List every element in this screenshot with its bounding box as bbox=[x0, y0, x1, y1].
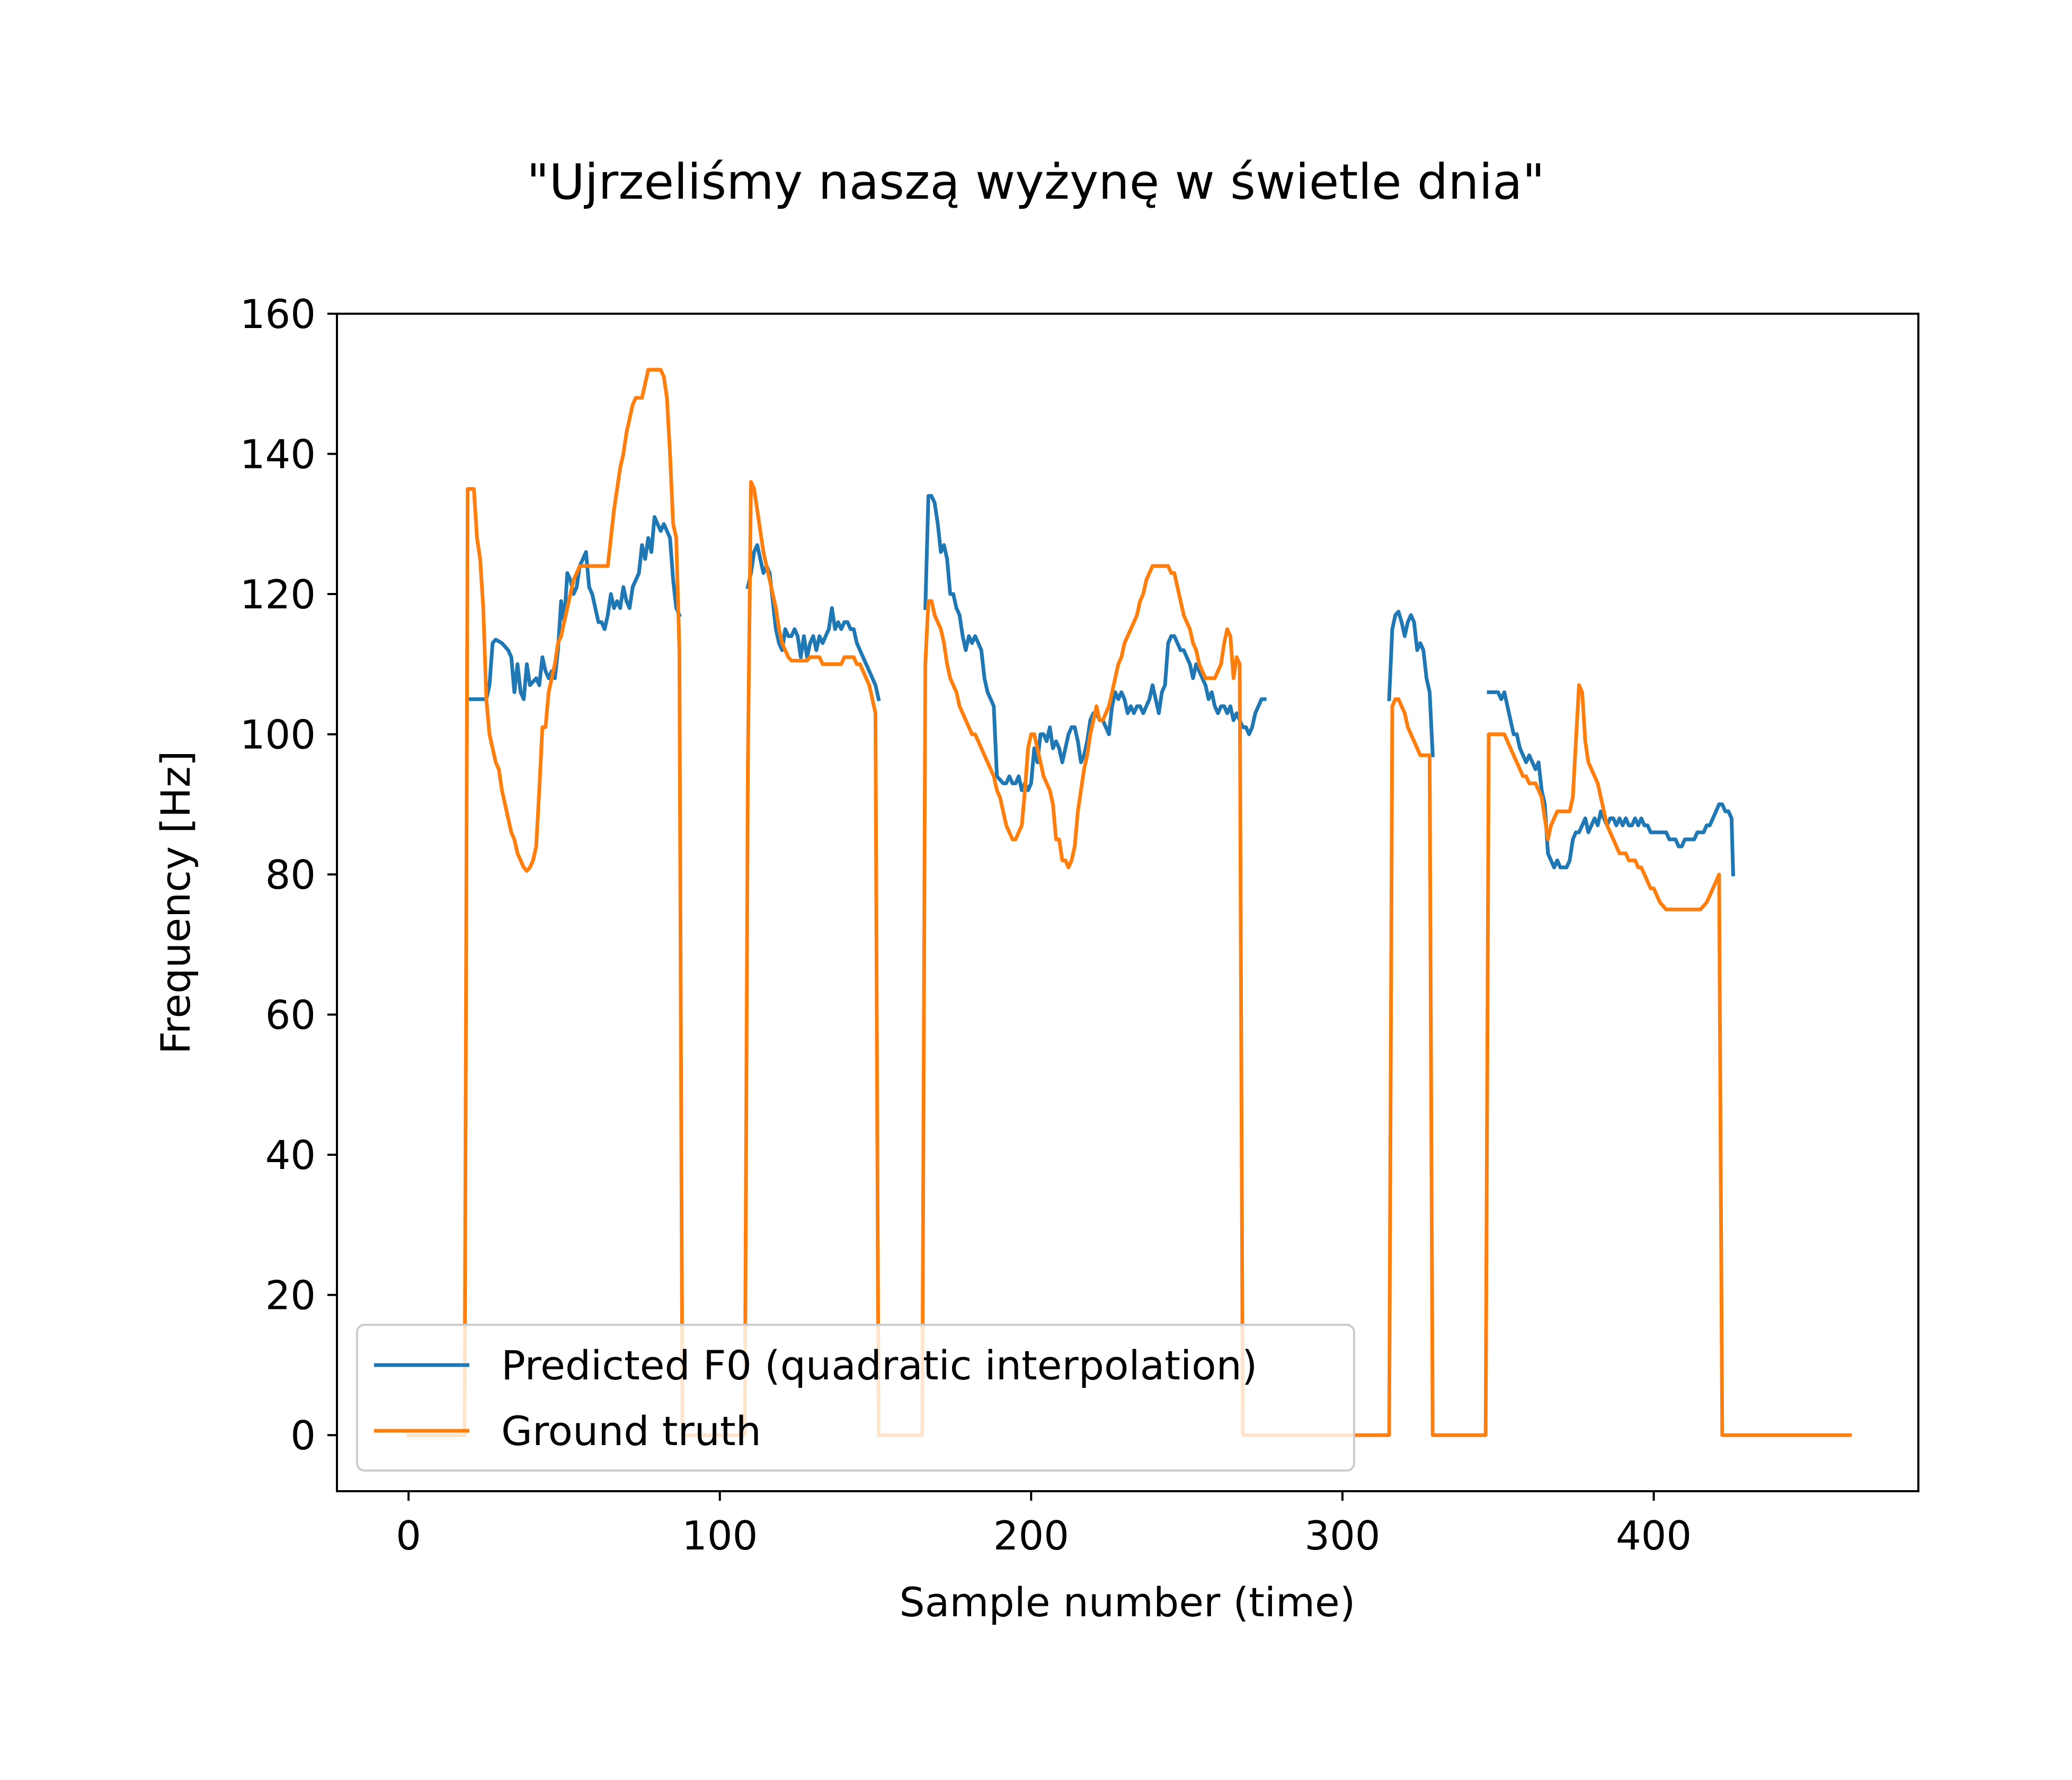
series-layer bbox=[406, 368, 1852, 1437]
series-0-line-segment-0 bbox=[466, 515, 682, 701]
series-0-line-segment-4 bbox=[1487, 690, 1735, 876]
y-tick-label: 100 bbox=[240, 712, 316, 758]
y-tick-label: 80 bbox=[265, 852, 316, 898]
chart-title: "Ujrzeliśmy naszą wyżynę w świetle dnia" bbox=[527, 154, 1545, 210]
y-tick-label: 120 bbox=[240, 571, 316, 618]
series-0-line-segment-3 bbox=[1387, 609, 1435, 757]
legend-label-1: Ground truth bbox=[501, 1407, 761, 1455]
y-tick-label: 20 bbox=[265, 1272, 316, 1319]
legend-frame bbox=[356, 1324, 1355, 1472]
y-axis-label: Frequency [Hz] bbox=[152, 750, 199, 1054]
x-tick-label: 400 bbox=[1616, 1512, 1692, 1559]
x-tick-label: 100 bbox=[682, 1512, 758, 1559]
legend: Predicted F0 (quadratic interpolation) Gr… bbox=[356, 1324, 1355, 1472]
series-1-line-segment-0 bbox=[406, 368, 1852, 1437]
x-axis-ticks: 0 100 200 300 400 bbox=[396, 1491, 1692, 1559]
plot-area-frame bbox=[336, 313, 1919, 1492]
y-tick-label: 160 bbox=[240, 291, 316, 338]
y-tick-label: 40 bbox=[265, 1132, 316, 1179]
y-tick-label: 140 bbox=[240, 431, 316, 478]
x-tick-label: 300 bbox=[1304, 1512, 1380, 1559]
x-tick-label: 200 bbox=[993, 1512, 1069, 1559]
y-tick-label: 60 bbox=[265, 992, 316, 1039]
y-tick-label: 0 bbox=[290, 1412, 316, 1459]
y-axis-ticks: 0 20 40 60 80 100 120 140 160 bbox=[240, 291, 337, 1459]
x-axis-label: Sample number (time) bbox=[900, 1579, 1356, 1626]
x-tick-label: 0 bbox=[396, 1512, 421, 1559]
legend-label-0: Predicted F0 (quadratic interpolation) bbox=[501, 1342, 1257, 1389]
